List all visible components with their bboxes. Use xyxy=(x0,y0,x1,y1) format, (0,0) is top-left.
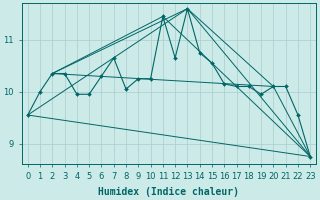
X-axis label: Humidex (Indice chaleur): Humidex (Indice chaleur) xyxy=(99,186,239,197)
